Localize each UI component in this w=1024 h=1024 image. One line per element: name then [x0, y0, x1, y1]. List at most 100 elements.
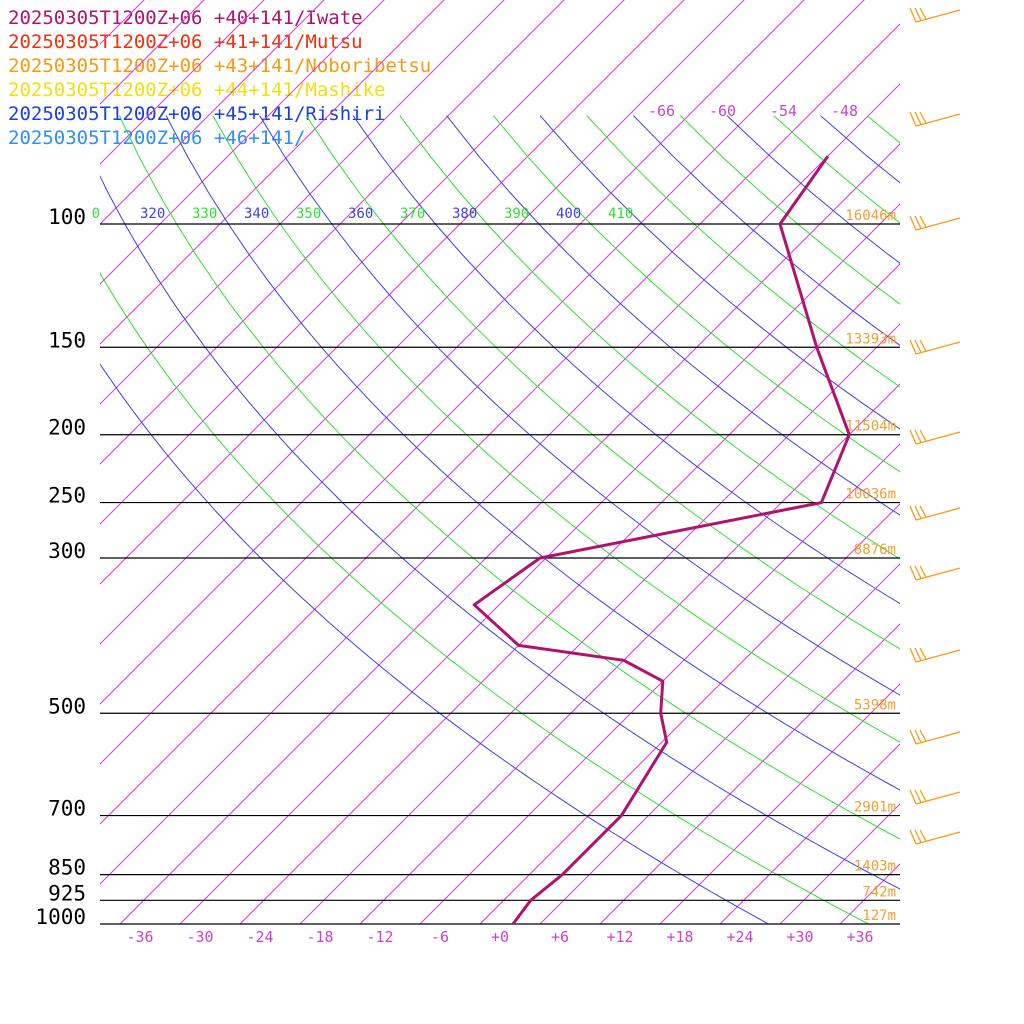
pressure-label: 1000: [35, 905, 86, 929]
isotherm-line: [239, 263, 900, 925]
wind-barb-flag: [909, 505, 917, 521]
height-labels: 16046m 13393m 11504m 10036m 8876m 5398m 2901m 1…: [845, 208, 896, 924]
x-tick-label: +6: [551, 928, 569, 946]
isotherm-line: [960, 0, 1024, 924]
wind-barb-flag: [909, 7, 917, 23]
dry-adiabat-line: [633, 115, 900, 346]
isotherm-line: [719, 743, 900, 925]
x-tick-label: -6: [431, 928, 449, 946]
dry-adiabat-line: [492, 115, 900, 473]
wind-barb-flag: [919, 339, 927, 352]
dry-adiabat-line: [914, 116, 1024, 924]
wind-barb-flag: [919, 215, 927, 228]
isotherm-line: [0, 0, 104, 924]
wind-barb-staff: [915, 649, 961, 663]
theta-label: 380: [452, 206, 477, 222]
height-label: 8876m: [854, 542, 896, 558]
pressure-label: 500: [48, 694, 86, 718]
wind-barb-flag: [909, 729, 917, 745]
x-tick-label: +0: [491, 928, 509, 946]
legend-entry: 20250305T1200Z+06 +41+141/Mutsu: [8, 31, 363, 53]
dry-adiabat-line: [773, 115, 900, 224]
wind-barb: [909, 429, 961, 445]
isotherm-line: [100, 0, 205, 105]
isotherm-line: [100, 0, 265, 165]
dry-adiabat-line: [212, 115, 900, 743]
isotherm-line: [179, 203, 900, 925]
dry-adiabat-line: [100, 175, 900, 890]
dry-adiabat-line: [118, 115, 900, 840]
dry-adiabat-line: [100, 272, 869, 925]
wind-barb: [909, 565, 961, 581]
isotherm-line: [100, 0, 625, 525]
upper-temperature-label: -60: [709, 102, 736, 120]
wind-barb-flag: [914, 647, 922, 661]
theta-label: 340: [244, 206, 269, 222]
legend: 20250305T1200Z+06 +40+141/Iwate 20250305T…: [8, 6, 431, 150]
theta-label: 410: [608, 206, 633, 222]
pressure-label: 925: [48, 881, 86, 905]
wind-barb-flag: [919, 505, 927, 518]
isotherm-line: [100, 0, 445, 345]
isotherm-line: [100, 0, 325, 225]
theta-label: 390: [504, 206, 529, 222]
isotherm-line: [100, 0, 565, 465]
wind-barb: [909, 729, 961, 745]
dry-adiabat-line: [586, 115, 900, 388]
x-tick-label: +18: [666, 928, 693, 946]
isotherm-line: [659, 683, 900, 925]
theta-label: 360: [348, 206, 373, 222]
isotherm-line: [839, 863, 900, 925]
isotherm-line: [899, 923, 900, 924]
isotherm-line: [100, 0, 505, 405]
temperature-ticks: -36 -30 -24 -18 -12 -6 +0 +6 +12 +18 +24 +30 +36: [126, 928, 873, 946]
dry-adiabat-line: [305, 115, 900, 650]
isotherm-line: [299, 323, 900, 925]
wind-barb: [909, 505, 961, 521]
wind-barb: [909, 215, 961, 231]
height-label: 742m: [862, 884, 896, 900]
x-tick-label: +24: [726, 928, 753, 946]
wind-barb-flag: [914, 729, 922, 743]
isotherm-line: [359, 383, 900, 925]
wind-barb-staff: [915, 341, 961, 355]
wind-barb: [909, 647, 961, 663]
isotherm-line: [100, 0, 145, 45]
dry-adiabat-line: [100, 363, 769, 925]
wind-barb-staff: [915, 791, 961, 805]
pressure-label: 150: [48, 328, 86, 352]
wind-barb-flag: [914, 7, 922, 21]
x-tick-label: -36: [126, 928, 153, 946]
wind-barb-flag: [919, 729, 927, 742]
height-label: 127m: [862, 908, 896, 924]
isotherm-line: [100, 83, 900, 885]
temperature-profiles: [472, 155, 851, 925]
wind-barb-flag: [909, 829, 917, 845]
wind-barb-staff: [915, 731, 961, 745]
height-label: 5398m: [854, 697, 896, 713]
theta-labels: 0 320 330 340 350 360 370 380 390 400 410: [92, 206, 634, 222]
height-label: 13393m: [845, 331, 896, 347]
wind-barb-flag: [914, 789, 922, 803]
legend-entry: 20250305T1200Z+06 +45+141/Rishiri: [8, 103, 386, 125]
isotherm-line: [100, 0, 805, 705]
x-tick-label: -18: [306, 928, 333, 946]
pressure-label: 700: [48, 797, 86, 821]
x-tick-label: -12: [366, 928, 393, 946]
pressure-label: 200: [48, 416, 86, 440]
height-label: 2901m: [854, 800, 896, 816]
x-tick-label: +36: [846, 928, 873, 946]
theta-label: 320: [140, 206, 165, 222]
wind-barb-flag: [914, 429, 922, 443]
dry-adiabat-line: [1008, 116, 1024, 924]
isotherm-line: [100, 0, 385, 285]
wind-barb-flag: [909, 339, 917, 355]
theta-label: 370: [400, 206, 425, 222]
dry-adiabat-line: [259, 115, 900, 696]
wind-barb-flag: [909, 789, 917, 805]
isotherm-line: [0, 0, 44, 924]
pressure-label: 250: [48, 484, 86, 508]
dry-adiabat-line: [539, 115, 900, 430]
